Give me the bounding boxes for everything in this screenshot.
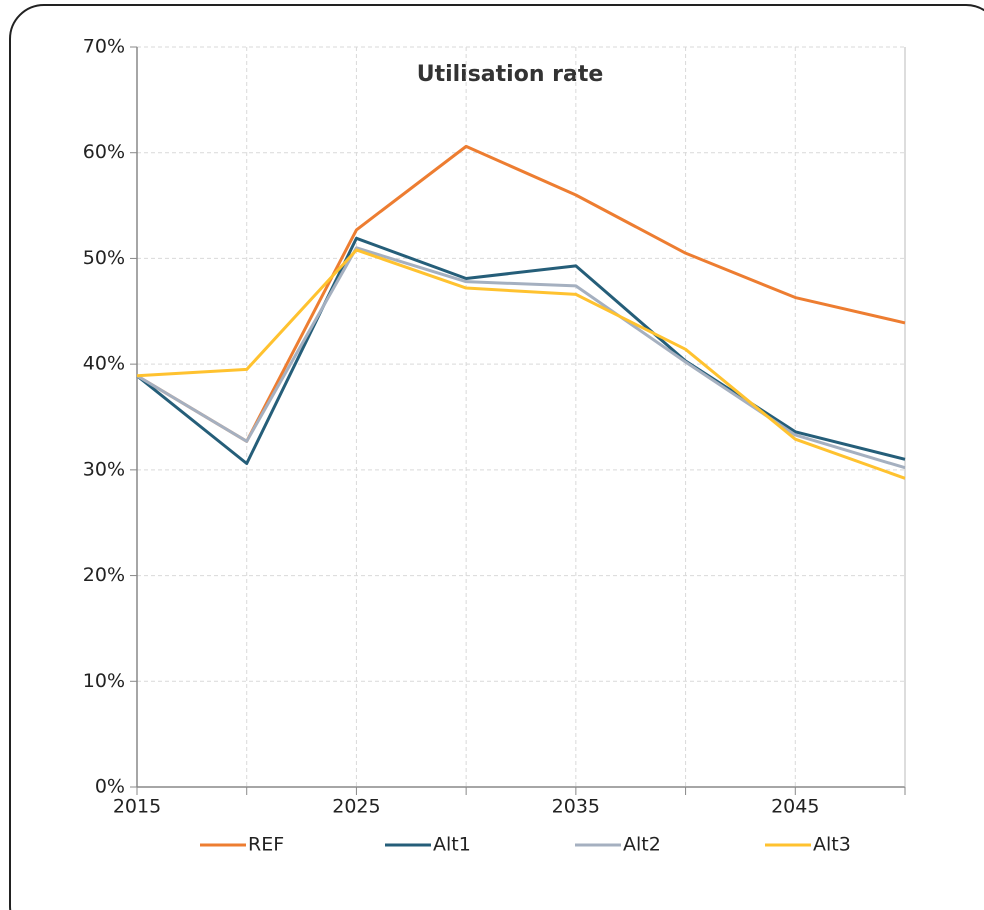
series-line — [136, 236, 906, 466]
legend-label: Alt2 — [623, 834, 661, 856]
y-tick-label: 40% — [83, 353, 125, 375]
y-tick-label: 50% — [83, 247, 125, 269]
frame — [9, 4, 984, 910]
y-tick-label: 30% — [83, 458, 125, 480]
y-tick-label: 70% — [83, 36, 125, 58]
legend-label: Alt3 — [813, 834, 851, 856]
legend-label: Alt1 — [433, 834, 471, 856]
chart-title: Utilisation rate — [417, 62, 604, 87]
y-tick-label: 20% — [83, 564, 125, 586]
legend-label: REF — [248, 834, 284, 856]
x-tick-label: 2015 — [113, 796, 161, 818]
x-tick-label: 2025 — [332, 796, 380, 818]
y-tick-label: 0% — [95, 776, 125, 798]
series-line — [136, 248, 906, 480]
y-tick-label: 10% — [83, 670, 125, 692]
y-tick-label: 60% — [83, 141, 125, 163]
x-tick-label: 2045 — [771, 796, 819, 818]
x-tick-label: 2035 — [552, 796, 600, 818]
